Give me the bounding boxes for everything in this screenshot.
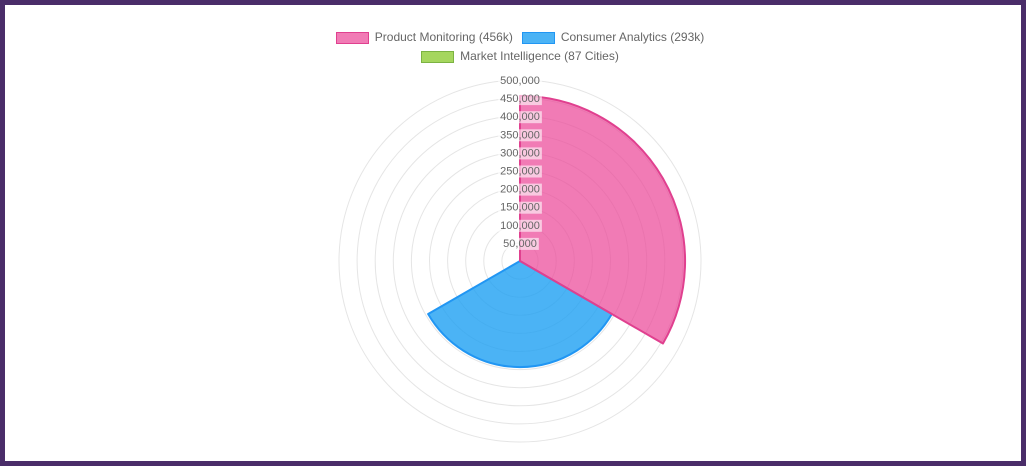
legend-item-market-intelligence[interactable]: Market Intelligence (87 Cities) (421, 50, 619, 63)
radial-tick-label: 500,000 (500, 75, 540, 87)
radial-tick-label: 200,000 (500, 184, 540, 196)
legend-item-label: Consumer Analytics (293k) (560, 30, 705, 44)
tick-backdrop (498, 219, 542, 232)
tick-backdrop (501, 237, 539, 250)
legend-item-consumer-analytics[interactable]: Consumer Analytics (293k) (521, 30, 705, 44)
legend-color-swatch (521, 31, 555, 44)
tick-backdrop (498, 129, 542, 142)
legend-color-swatch (421, 50, 455, 63)
polar-area-chart: 50,000 100,000 150,000 200,000 250,000 300,00… (338, 75, 702, 443)
tick-backdrop (498, 93, 542, 106)
radial-tick-label: 400,000 (500, 111, 540, 123)
tick-backdrop (498, 147, 542, 160)
tick-backdrop (498, 111, 542, 124)
radial-tick-label: 250,000 (500, 166, 540, 178)
legend-item-label: Market Intelligence (87 Cities) (460, 49, 619, 63)
legend-color-swatch (335, 31, 369, 44)
sector-product-monitoring[interactable] (519, 94, 687, 345)
tick-backdrop (498, 75, 542, 87)
radial-tick-label: 450,000 (500, 93, 540, 105)
legend-item-label: Product Monitoring (456k) (374, 30, 513, 44)
tick-backdrop (498, 165, 542, 178)
radial-tick-label: 300,000 (500, 147, 540, 159)
chart-legend: Product Monitoring (456k) Consumer Analyt… (280, 31, 760, 63)
radial-tick-label: 100,000 (500, 220, 540, 232)
chart-area: Product Monitoring (456k) Consumer Analyt… (5, 5, 1021, 461)
legend-item-product-monitoring[interactable]: Product Monitoring (456k) (335, 30, 513, 44)
tick-backdrop (498, 201, 542, 214)
tick-backdrop (498, 183, 542, 196)
radial-tick-label: 50,000 (503, 238, 537, 250)
radial-tick-label: 350,000 (500, 129, 540, 141)
radial-tick-label: 150,000 (500, 202, 540, 214)
